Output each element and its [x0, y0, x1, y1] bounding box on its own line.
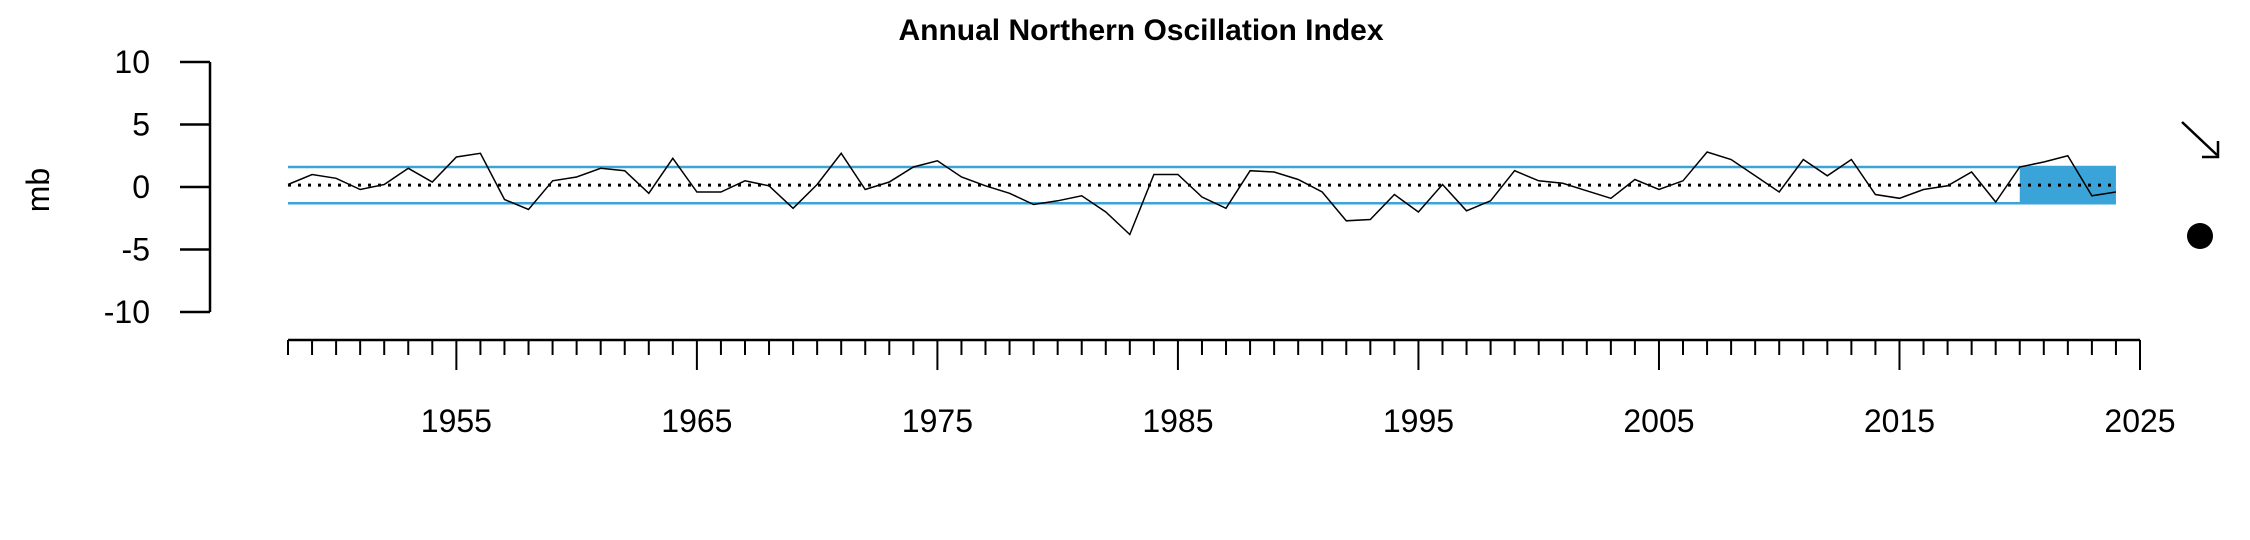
trend-arrow-icon: [2181, 121, 2218, 156]
x-tick-label: 2025: [2104, 403, 2175, 439]
x-tick-label: 1955: [421, 403, 492, 439]
chart-title: Annual Northern Oscillation Index: [898, 14, 1383, 47]
x-tick-label: 1985: [1142, 403, 1213, 439]
y-axis-label: mb: [20, 168, 56, 212]
mean-status-dot-icon: [2187, 223, 2213, 249]
y-tick-label: -5: [122, 232, 150, 268]
x-tick-label: 1965: [661, 403, 732, 439]
x-tick-label: 1995: [1383, 403, 1454, 439]
plot-area: 10 5 0 -5 -10 1955 1965 1975 1985 1995 2005 2015 202…: [104, 44, 2220, 439]
x-tick-label: 2005: [1623, 403, 1694, 439]
trend-arrowhead-icon: [2202, 141, 2220, 159]
y-tick-label: -10: [104, 294, 150, 330]
y-tick-label: 5: [132, 107, 150, 143]
x-tick-label: 2015: [1864, 403, 1935, 439]
recent-period-highlight: [2019, 167, 2116, 204]
y-tick-label: 10: [114, 44, 150, 80]
y-tick-label: 0: [132, 169, 150, 205]
series-line: [287, 151, 2117, 236]
x-tick-label: 1975: [902, 403, 973, 439]
